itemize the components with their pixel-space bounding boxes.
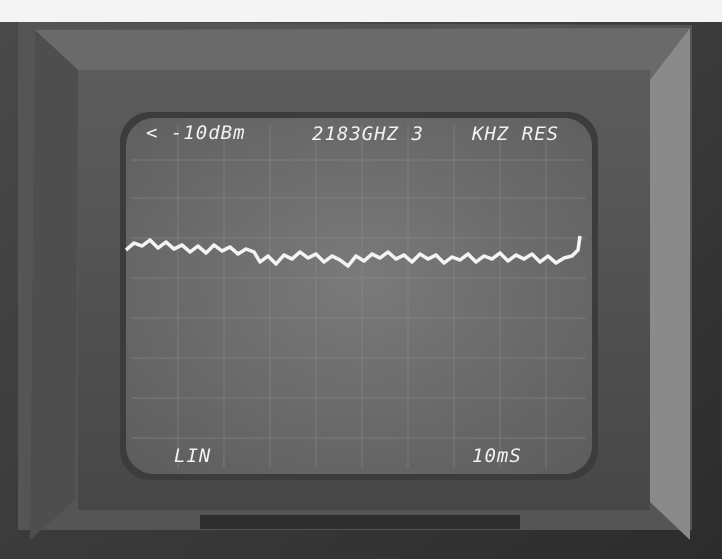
screen — [126, 118, 592, 474]
bottom-ledge — [200, 515, 520, 529]
bezel-left — [30, 30, 78, 540]
reference-level: < -10dBm — [146, 122, 246, 144]
resolution-bandwidth: KHZ RES — [471, 123, 559, 145]
bezel-right — [648, 28, 690, 540]
page: {"screen": {"top_left": "< -10dBm", "top… — [0, 0, 722, 559]
top-margin — [0, 0, 722, 22]
scale-mode: LIN — [174, 445, 211, 467]
instrument-photo: < -10dBm 2183GHZ 3 KHZ RES LIN 10mS — [0, 0, 722, 559]
sweep-time: 10mS — [472, 445, 522, 467]
center-frequency: 2183GHZ 3 — [312, 123, 424, 145]
